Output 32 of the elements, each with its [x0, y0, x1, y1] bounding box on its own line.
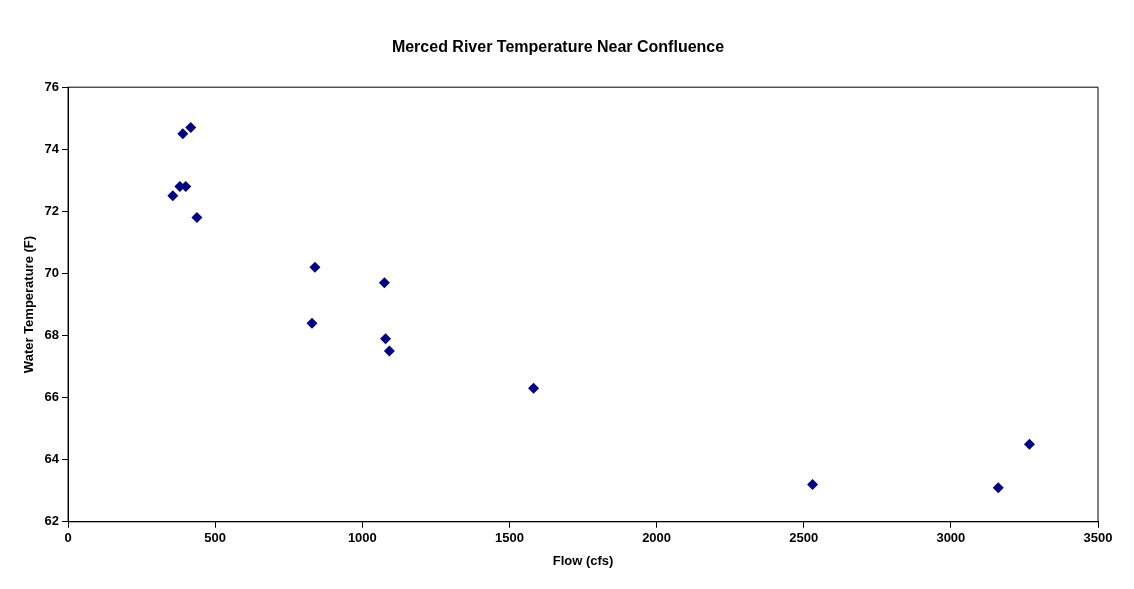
point	[177, 128, 189, 140]
point	[807, 479, 819, 491]
y-tick-label: 70	[44, 265, 60, 281]
point	[383, 345, 395, 357]
y-tick-label: 74	[44, 140, 60, 156]
point	[528, 382, 540, 394]
x-tick-label: 0	[64, 530, 72, 546]
y-tick-label: 66	[44, 389, 60, 405]
y-tick-label: 72	[44, 202, 60, 218]
x-tick-label: 1000	[347, 530, 377, 546]
y-tick-label: 62	[44, 513, 60, 529]
point	[1023, 438, 1035, 450]
y-tick-label: 68	[44, 327, 60, 343]
chart-title: Merced River Temperature Near Confluence	[391, 38, 725, 56]
x-tick-label: 2500	[789, 530, 819, 546]
point	[309, 261, 321, 273]
x-tick-label: 3500	[1083, 530, 1113, 546]
x-axis-title: Flow (cfs)	[552, 552, 614, 568]
point	[992, 482, 1004, 494]
point	[167, 190, 179, 202]
point	[185, 122, 197, 134]
y-tick-label: 76	[44, 78, 60, 94]
x-tick-label: 3000	[936, 530, 966, 546]
point	[191, 212, 203, 224]
x-tick-label: 500	[204, 530, 227, 546]
point	[380, 333, 392, 345]
x-tick-label: 1500	[495, 530, 524, 546]
y-tick-label: 64	[44, 451, 60, 467]
y-axis-title: Water Temperature (F)	[21, 235, 37, 374]
point	[378, 277, 390, 289]
x-tick-label: 2000	[642, 530, 672, 546]
point	[306, 317, 318, 329]
